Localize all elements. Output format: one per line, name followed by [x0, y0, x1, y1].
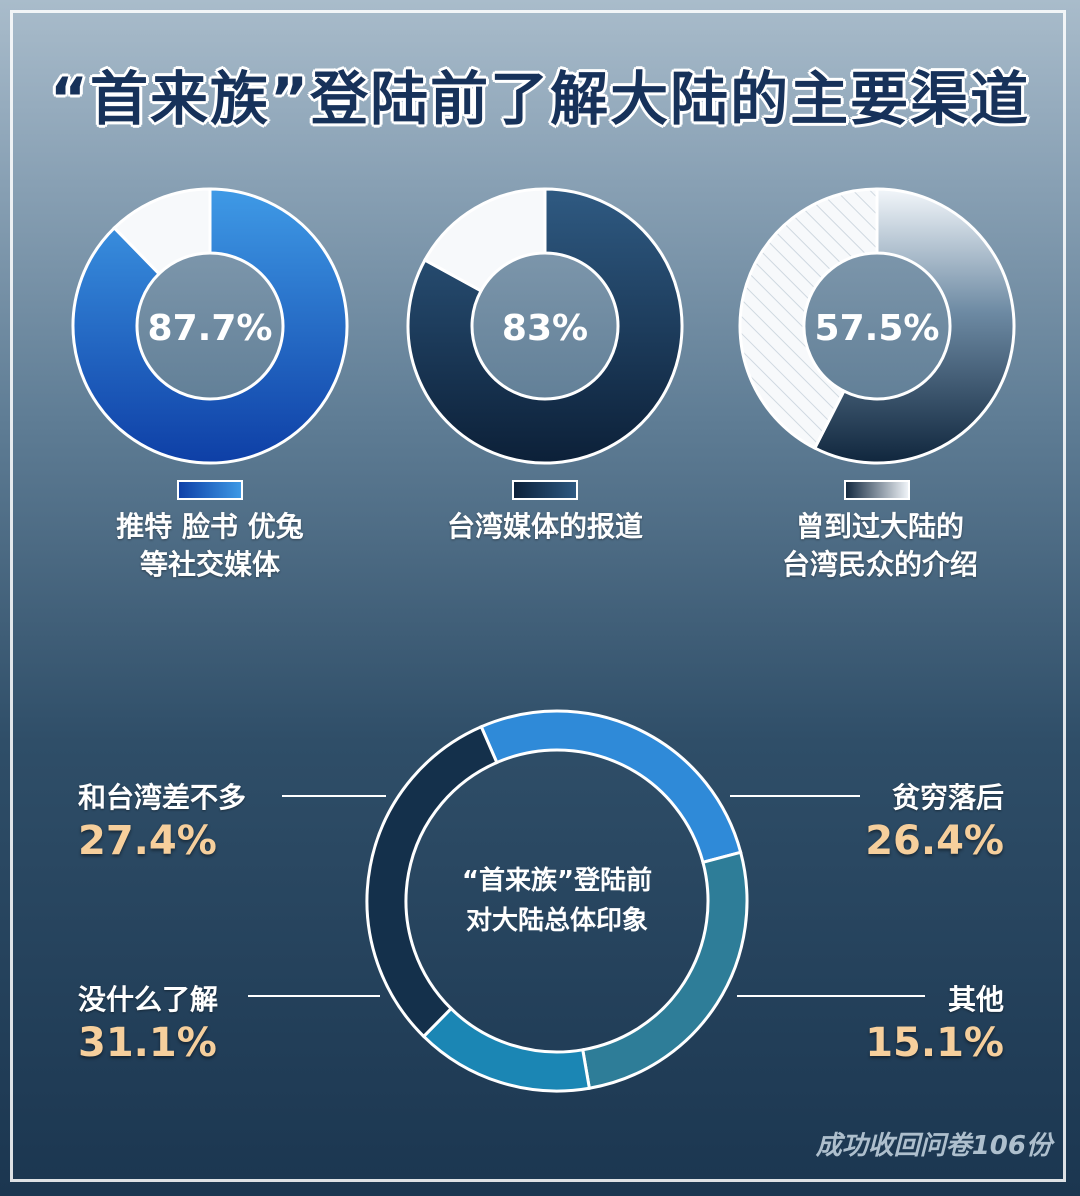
donut-label-visitors: 曾到过大陆的 台湾民众的介绍 — [730, 508, 1030, 584]
donut-social-value: 87.7% — [148, 308, 273, 349]
donut-social-remainder — [112, 187, 212, 276]
ring-center-line1: “首来族”登陆前 — [462, 865, 652, 896]
page-title: “首来族”登陆前了解大陆的主要渠道 — [49, 65, 1031, 133]
slice-value-other: 15.1% — [865, 1020, 1004, 1066]
legend-swatch-social — [177, 480, 243, 500]
slice-value-same: 27.4% — [78, 818, 217, 864]
ring-slice-unknown — [365, 724, 499, 1039]
donut-visitors-remainder — [738, 187, 879, 451]
legend-swatch-taiwan-media — [512, 480, 578, 500]
donut-label-taiwan-media-line1: 台湾媒体的报道 — [446, 510, 643, 543]
border-frame — [10, 10, 1066, 1182]
slice-name-other: 其他 — [947, 983, 1004, 1016]
donut-label-taiwan-media: 台湾媒体的报道 — [395, 508, 695, 546]
donut-label-visitors-line2: 台湾民众的介绍 — [781, 548, 978, 581]
footer-note: 成功收回问卷106份 — [815, 1131, 1052, 1161]
slice-name-same: 和台湾差不多 — [78, 781, 247, 814]
donut-taiwan-media-value: 83% — [502, 308, 588, 349]
legend-swatch-visitors — [844, 480, 910, 500]
ring-center-line2: 对大陆总体印象 — [466, 905, 648, 936]
ring-slice-other — [421, 1006, 592, 1093]
slice-value-unknown: 31.1% — [78, 1020, 217, 1066]
slice-name-poor: 贫穷落后 — [891, 781, 1004, 814]
donut-visitors-value: 57.5% — [815, 308, 940, 349]
leader-lines — [248, 795, 925, 997]
donut-visitors-slice — [812, 187, 1016, 465]
slice-value-poor: 26.4% — [865, 818, 1004, 864]
donut-label-social-line2: 等社交媒体 — [139, 548, 280, 581]
donut-taiwan-media-slice — [406, 187, 684, 465]
channel-donuts: 87.7% 83% 57.5% — [71, 187, 1016, 500]
ring-slice-same — [479, 709, 743, 865]
donut-label-social: 推特 脸书 优兔 等社交媒体 — [60, 508, 360, 584]
donut-label-visitors-line1: 曾到过大陆的 — [795, 510, 964, 543]
donut-label-social-line1: 推特 脸书 优兔 — [116, 510, 304, 543]
slice-name-unknown: 没什么了解 — [78, 983, 219, 1016]
donut-taiwan-media-remainder — [422, 187, 547, 293]
